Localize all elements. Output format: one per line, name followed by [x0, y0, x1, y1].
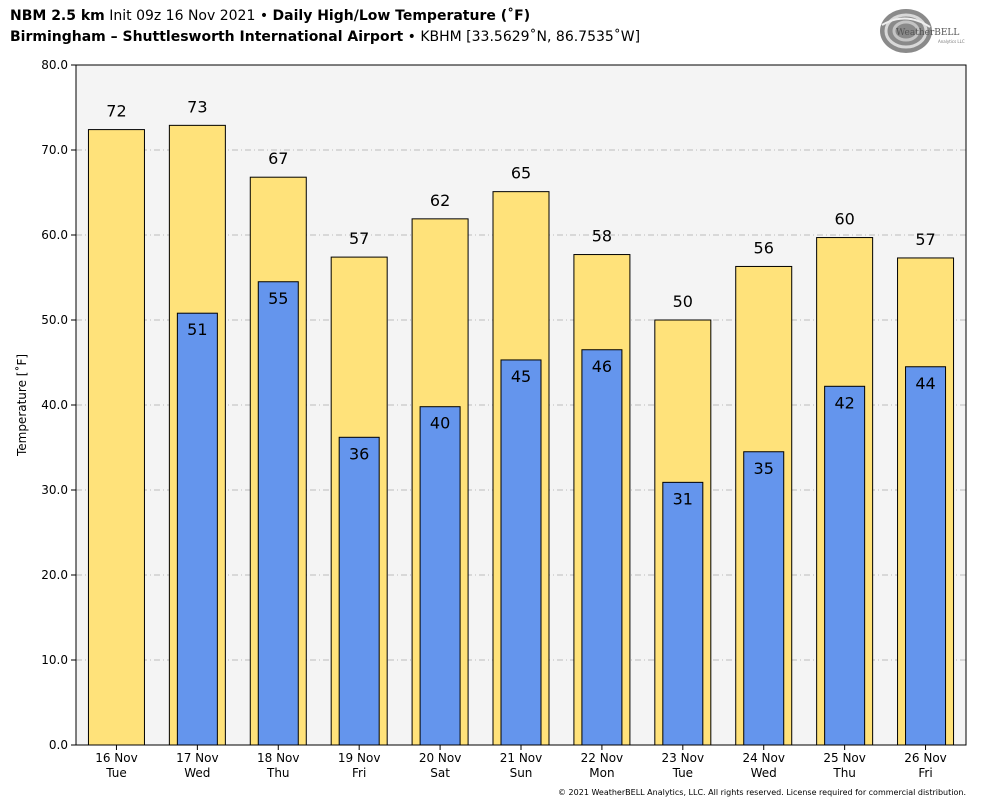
low-temp-label: 44: [915, 374, 935, 393]
x-tick-date-label: 19 Nov: [338, 751, 381, 765]
bars: [87, 124, 955, 746]
model-name: NBM 2.5 km: [10, 8, 105, 24]
x-tick-date-label: 21 Nov: [500, 751, 543, 765]
x-tick-day-label: Wed: [751, 766, 777, 780]
low-temp-bar: [743, 451, 785, 746]
low-temp-label: 31: [673, 489, 693, 508]
low-temp-bar: [257, 281, 299, 746]
low-temp-bar: [419, 406, 461, 746]
low-temp-bar: [581, 349, 623, 746]
y-tick-label: 40.0: [41, 398, 68, 412]
low-temp-label: 42: [834, 393, 854, 412]
low-temp-bar: [905, 366, 947, 746]
x-tick-day-label: Thu: [266, 766, 290, 780]
logo-text: WeatherBELL: [896, 28, 959, 38]
high-temp-label: 67: [268, 149, 288, 168]
bullet: •: [407, 29, 416, 45]
copyright-notice: © 2021 WeatherBELL Analytics, LLC. All r…: [558, 788, 966, 797]
low-temp-bar: [176, 312, 218, 746]
x-tick-date-label: 17 Nov: [176, 751, 219, 765]
high-temp-label: 72: [106, 102, 126, 121]
low-temp-label: 45: [511, 367, 531, 386]
value-labels: 72 73 51 67 55 57 36 62 40 65 45 58 46 50 31 56 35 60 42 57…: [106, 97, 935, 508]
y-axis-label: Temperature [˚F]: [14, 354, 29, 457]
high-temp-label: 62: [430, 191, 450, 210]
logo-subtext: Analytics LLC: [938, 39, 965, 44]
y-tick-label: 30.0: [41, 483, 68, 497]
high-temp-label: 57: [349, 229, 369, 248]
low-temp-label: 36: [349, 444, 369, 463]
x-tick-day-label: Tue: [105, 766, 127, 780]
x-tick-day-label: Tue: [672, 766, 694, 780]
station-name: Birmingham – Shuttlesworth International…: [10, 29, 404, 45]
low-temp-label: 35: [754, 459, 774, 478]
x-tick-date-label: 22 Nov: [581, 751, 624, 765]
low-temp-bar: [500, 359, 542, 746]
y-tick-label: 70.0: [41, 143, 68, 157]
low-temp-bar: [338, 436, 380, 746]
high-temp-label: 56: [754, 238, 774, 257]
x-tick-day-label: Fri: [918, 766, 932, 780]
high-temp-label: 60: [834, 210, 854, 229]
x-tick-day-label: Thu: [832, 766, 856, 780]
high-temp-label: 65: [511, 164, 531, 183]
low-temp-label: 55: [268, 289, 288, 308]
y-tick-label: 50.0: [41, 313, 68, 327]
x-tick-day-label: Wed: [184, 766, 210, 780]
x-tick-day-label: Sat: [430, 766, 450, 780]
product-name: Daily High/Low Temperature (˚F): [272, 8, 531, 24]
axes: 0.0 10.0 20.0 30.0 40.0 50.0 60.0 70.0 80.0 16 No…: [41, 58, 947, 780]
y-tick-label: 10.0: [41, 653, 68, 667]
low-temp-bar: [824, 385, 866, 746]
x-tick-date-label: 24 Nov: [742, 751, 785, 765]
y-tick-label: 60.0: [41, 228, 68, 242]
low-temp-bar: [662, 481, 704, 746]
init-time: Init 09z 16 Nov 2021: [109, 8, 256, 24]
header-line-1: NBM 2.5 km Init 09z 16 Nov 2021 • Daily …: [10, 6, 870, 27]
header-line-2: Birmingham – Shuttlesworth International…: [10, 27, 870, 48]
x-tick-date-label: 18 Nov: [257, 751, 300, 765]
station-id: KBHM [33.5629˚N, 86.7535˚W]: [420, 29, 641, 45]
low-temp-label: 40: [430, 414, 450, 433]
high-temp-label: 73: [187, 97, 207, 116]
high-temp-label: 50: [673, 292, 693, 311]
high-temp-bar: [87, 129, 145, 746]
x-tick-date-label: 16 Nov: [95, 751, 138, 765]
x-tick-day-label: Fri: [352, 766, 366, 780]
chart-header: NBM 2.5 km Init 09z 16 Nov 2021 • Daily …: [10, 6, 870, 48]
y-tick-label: 80.0: [41, 58, 68, 72]
x-tick-date-label: 25 Nov: [823, 751, 866, 765]
low-temp-label: 46: [592, 357, 612, 376]
y-tick-label: 20.0: [41, 568, 68, 582]
high-temp-label: 58: [592, 227, 612, 246]
y-tick-label: 0.0: [49, 738, 68, 752]
bullet: •: [259, 8, 269, 24]
x-tick-date-label: 23 Nov: [662, 751, 705, 765]
x-tick-date-label: 20 Nov: [419, 751, 462, 765]
x-tick-day-label: Sun: [510, 766, 533, 780]
x-tick-date-label: 26 Nov: [904, 751, 947, 765]
weatherbell-logo: WeatherBELL Analytics LLC: [880, 9, 965, 53]
low-temp-label: 51: [187, 320, 207, 339]
high-temp-label: 57: [915, 230, 935, 249]
x-tick-day-label: Mon: [589, 766, 614, 780]
